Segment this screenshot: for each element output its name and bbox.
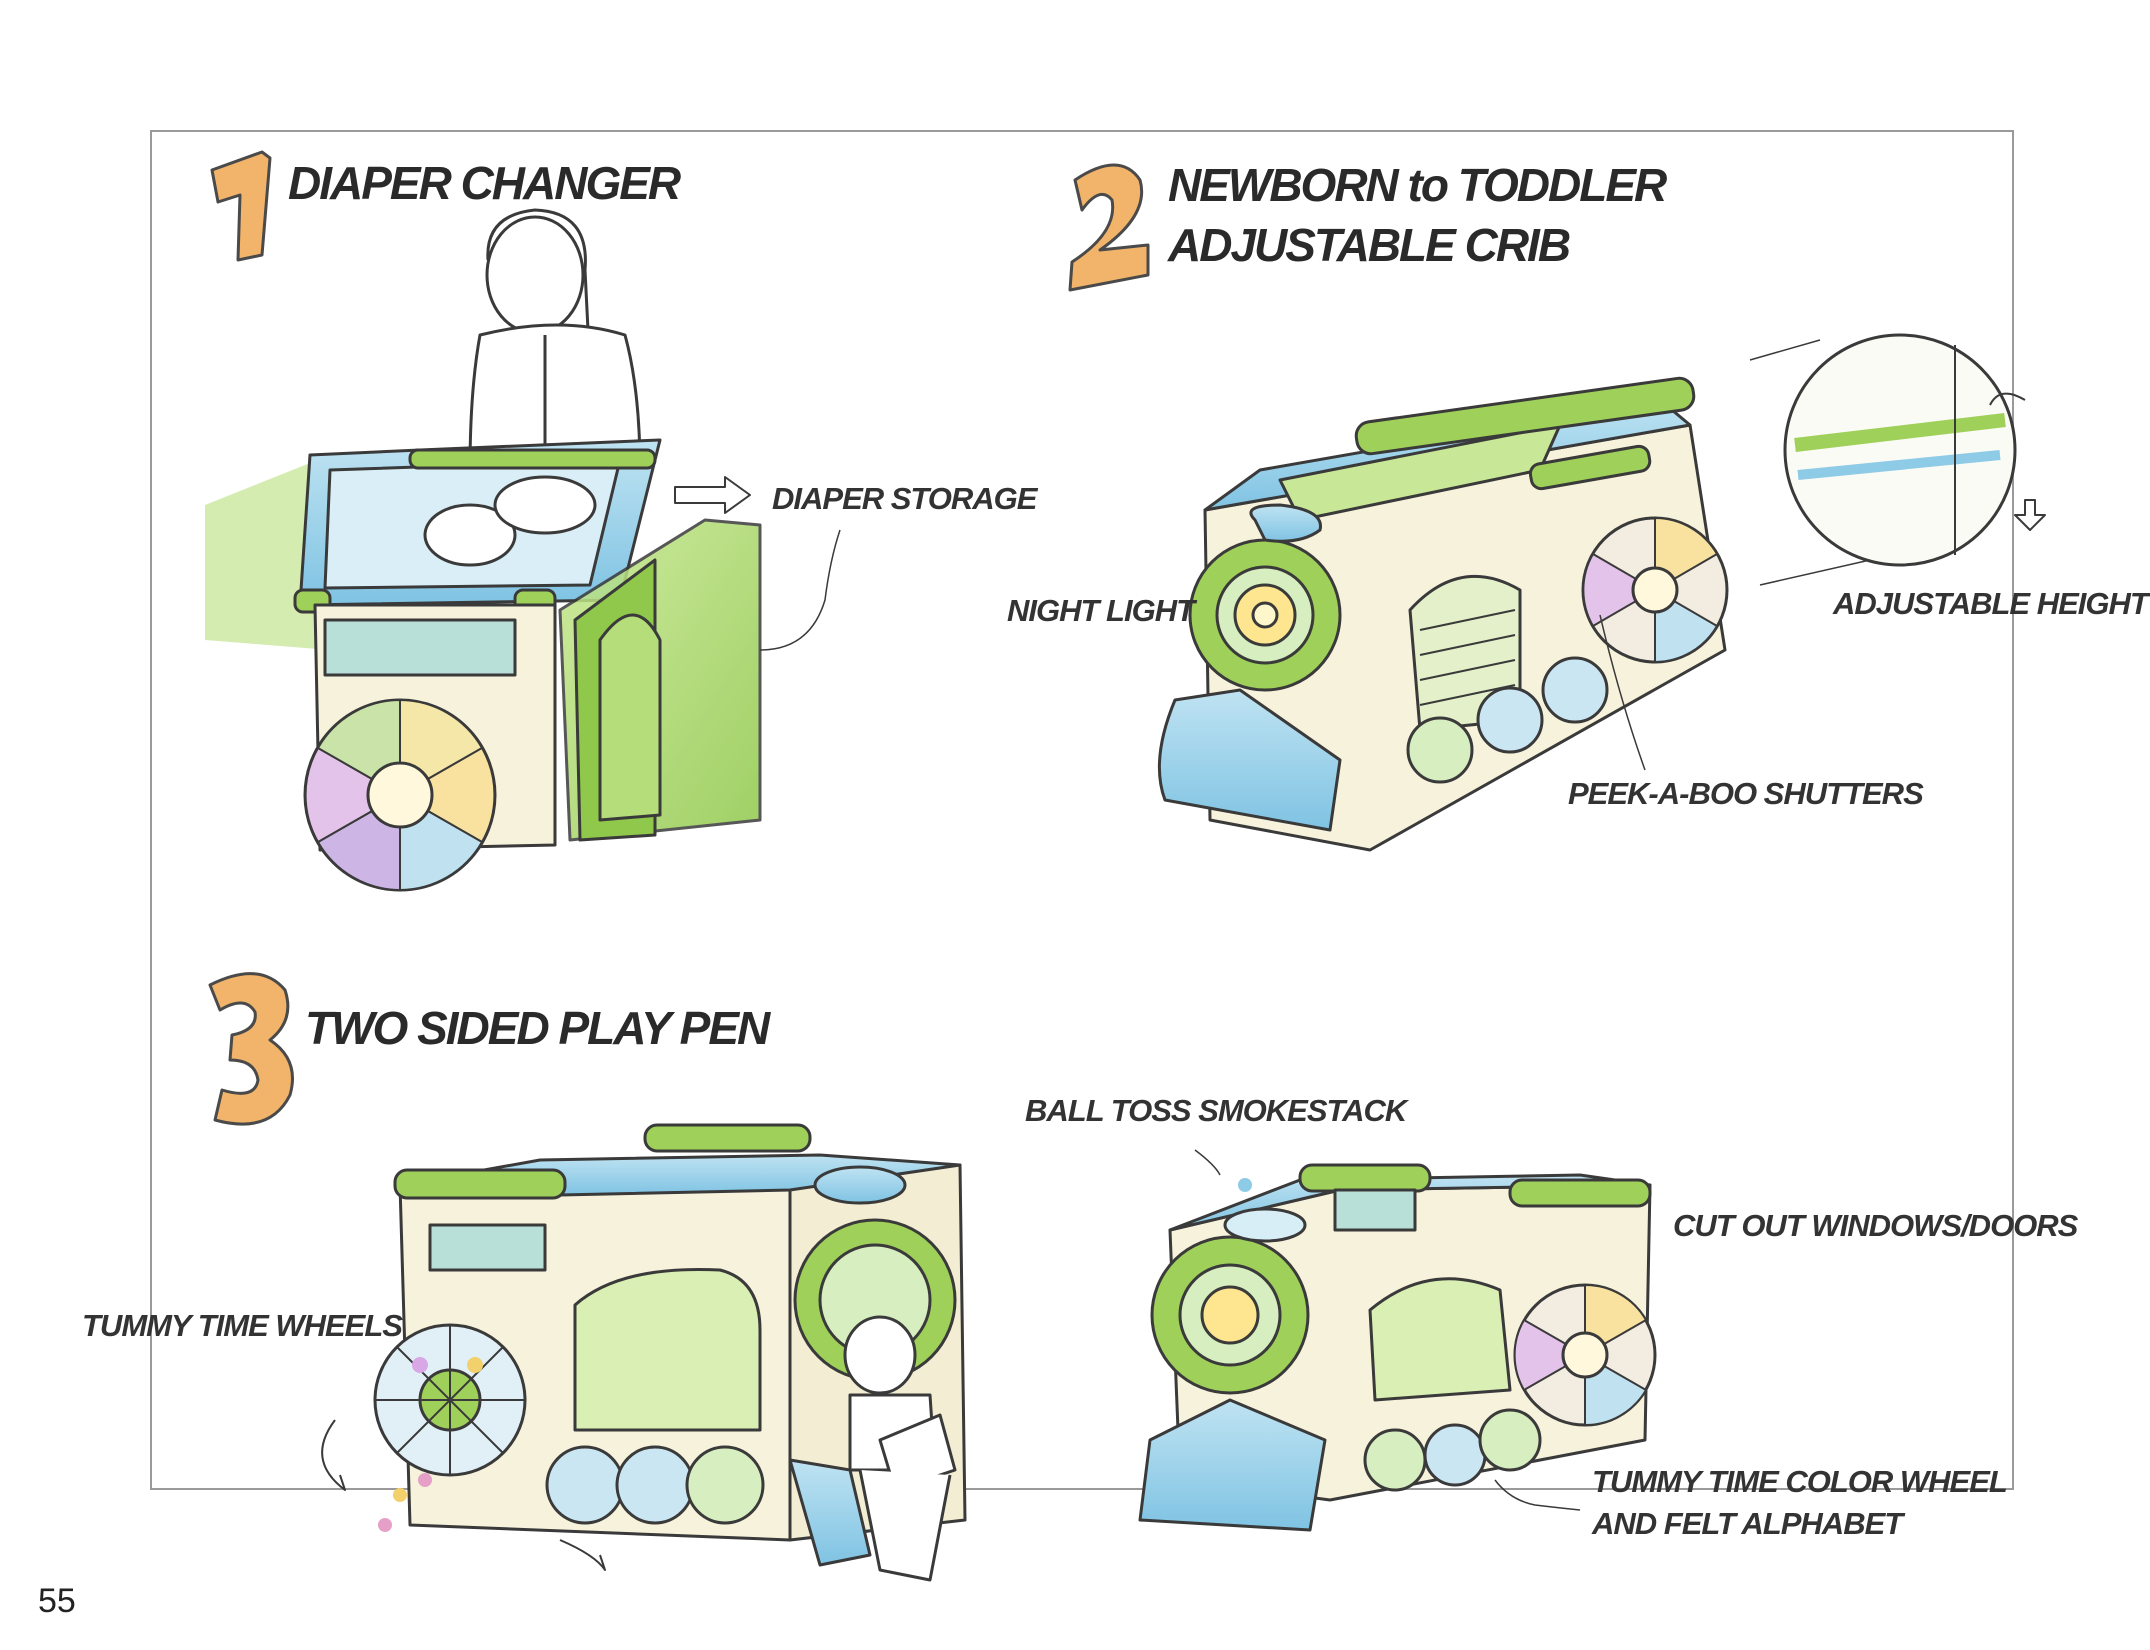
callout-tummy-time-wheels: TUMMY TIME WHEELS: [82, 1308, 403, 1343]
section-2-title-line2: ADJUSTABLE CRIB: [1168, 219, 1571, 271]
adjustable-crib-sketch: [1157, 333, 2046, 852]
section-2-title-line1: NEWBORN to TODDLER: [1168, 159, 1667, 211]
callout-ball-toss-smokestack: BALL TOSS SMOKESTACK: [1025, 1093, 1407, 1128]
diaper-changer-sketch: [205, 208, 841, 892]
section-number-shapes: [208, 150, 1150, 1126]
play-pen-right-sketch: [1138, 1149, 1657, 1532]
callout-tummy-time-color-wheel-line2: AND FELT ALPHABET: [1592, 1506, 1903, 1541]
callout-peek-a-boo-shutters: PEEK-A-BOO SHUTTERS: [1568, 776, 1924, 811]
callout-tummy-time-color-wheel-line1: TUMMY TIME COLOR WHEEL: [1592, 1464, 2008, 1499]
callout-cut-out-windows-doors: CUT OUT WINDOWS/DOORS: [1673, 1208, 2078, 1243]
play-pen-left-sketch: [321, 1123, 967, 1582]
page-number: 55: [38, 1582, 76, 1620]
callout-adjustable-height: ADJUSTABLE HEIGHT: [1833, 586, 2149, 621]
content-frame: [150, 130, 2014, 1490]
section-3-title: TWO SIDED PLAY PEN: [305, 1002, 770, 1054]
callout-night-light: NIGHT LIGHT: [1007, 593, 1195, 628]
callout-diaper-storage: DIAPER STORAGE: [772, 481, 1037, 516]
section-1-title: DIAPER CHANGER: [288, 157, 681, 209]
